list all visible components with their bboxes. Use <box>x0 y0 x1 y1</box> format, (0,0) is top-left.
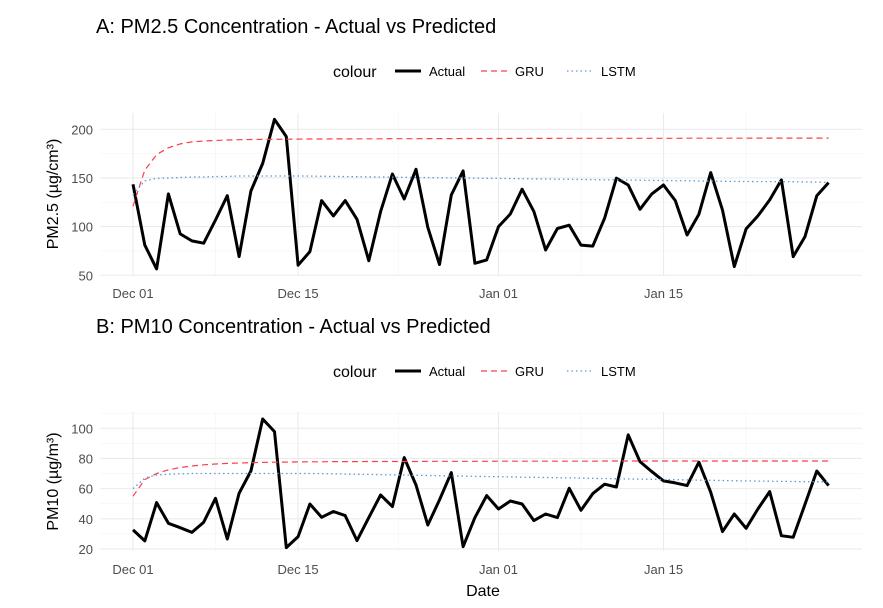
x-tick-label: Jan 15 <box>644 562 683 577</box>
y-tick-label: 40 <box>79 512 93 527</box>
x-tick-label: Jan 01 <box>479 286 518 301</box>
legend-title: colour <box>333 364 377 381</box>
series-gru <box>132 137 829 207</box>
series-actual <box>131 117 830 271</box>
line-actual <box>131 117 830 271</box>
panel-pm10: B: PM10 Concentration - Actual vs Predic… <box>45 316 862 600</box>
legend-label-lstm: LSTM <box>601 364 636 379</box>
panel-pm25: A: PM2.5 Concentration - Actual vs Predi… <box>45 16 862 301</box>
y-tick-label: 100 <box>71 220 93 235</box>
line-lstm <box>132 472 829 490</box>
line-gru <box>132 460 829 497</box>
legend-title: colour <box>333 64 377 81</box>
legend-label-gru: GRU <box>515 64 544 79</box>
y-tick-label: 20 <box>79 542 93 557</box>
y-tick-label: 100 <box>71 421 93 436</box>
legend-label-actual: Actual <box>429 64 465 79</box>
line-gru <box>132 137 829 207</box>
series-lstm <box>132 472 829 490</box>
gridlines <box>100 412 862 551</box>
legend-label-lstm: LSTM <box>601 64 636 79</box>
x-tick-label: Jan 01 <box>479 562 518 577</box>
y-axis-label: PM2.5 (µg/cm³) <box>45 139 62 250</box>
legend-label-gru: GRU <box>515 364 544 379</box>
x-tick-label: Dec 01 <box>112 562 153 577</box>
y-tick-label: 200 <box>71 122 93 137</box>
x-tick-label: Dec 01 <box>112 286 153 301</box>
series-gru <box>132 460 829 497</box>
line-actual <box>131 417 830 550</box>
x-tick-label: Dec 15 <box>277 286 318 301</box>
x-axis-label: Date <box>466 583 500 600</box>
y-axis-label: PM10 (µg/m³) <box>45 432 62 530</box>
y-tick-label: 150 <box>71 171 93 186</box>
x-tick-label: Dec 15 <box>277 562 318 577</box>
chart-title: B: PM10 Concentration - Actual vs Predic… <box>96 316 491 338</box>
y-tick-label: 60 <box>79 482 93 497</box>
legend-label-actual: Actual <box>429 364 465 379</box>
x-tick-label: Jan 15 <box>644 286 683 301</box>
series-actual <box>131 417 830 550</box>
line-lstm <box>132 175 829 195</box>
series-lstm <box>132 175 829 195</box>
gridlines <box>100 113 862 276</box>
legend: colour Actual GRU LSTM <box>333 64 636 81</box>
legend: colour Actual GRU LSTM <box>333 364 636 381</box>
y-tick-label: 80 <box>79 451 93 466</box>
y-tick-label: 50 <box>79 268 93 283</box>
chart-title: A: PM2.5 Concentration - Actual vs Predi… <box>96 16 496 38</box>
